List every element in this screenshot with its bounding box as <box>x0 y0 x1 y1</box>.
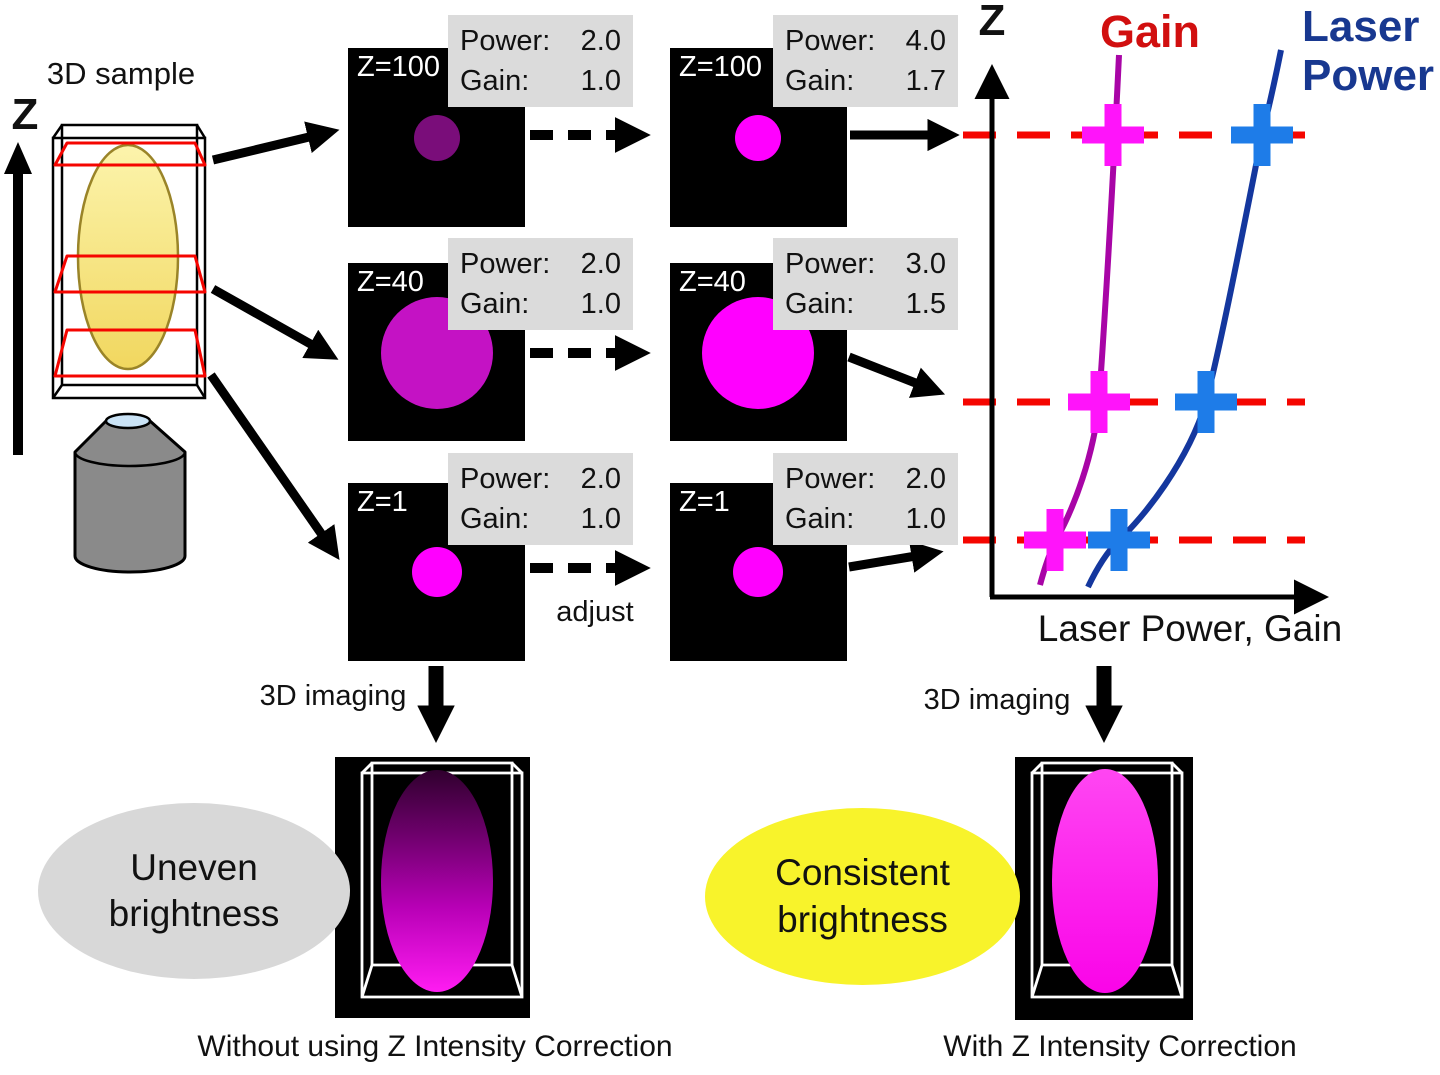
imaging-label-left: 3D imaging <box>259 680 407 712</box>
gain-value: 1.7 <box>905 65 946 97</box>
z-label-z1-after: Z=1 <box>679 486 730 518</box>
consistent-brightness-bubble: Consistent brightness <box>705 808 1020 985</box>
gain-label: Gain: <box>785 288 855 320</box>
graph-x-axis-label: Laser Power, Gain <box>1037 608 1343 649</box>
power-label: Power: <box>785 247 876 280</box>
consistent-specimen-ellipse <box>1052 769 1158 993</box>
caption-without-correction: Without using Z Intensity Correction <box>197 1030 673 1063</box>
power-label: Power: <box>460 462 551 495</box>
gain-value: 1.0 <box>580 65 621 97</box>
power-value: 2.0 <box>905 462 946 495</box>
params-z1-before: Power: 2.0 Gain: 1.0 <box>448 453 633 545</box>
gain-label: Gain: <box>460 288 530 320</box>
power-value: 3.0 <box>905 247 946 280</box>
z-label-z100-after: Z=100 <box>679 51 763 83</box>
params-z1-after: Power: 2.0 Gain: 1.0 <box>773 453 958 545</box>
sample-slice-planes <box>53 141 207 378</box>
power-label: Power: <box>460 24 551 57</box>
result-volume-uncorrected <box>335 757 530 1018</box>
gain-label: Gain: <box>785 503 855 535</box>
imaging-down-arrows <box>417 666 1123 743</box>
objective-lens-icon <box>73 412 187 574</box>
power-value: 2.0 <box>580 24 621 57</box>
image-to-graph-arrows <box>847 118 960 573</box>
graph-plot <box>963 49 1329 615</box>
uneven-brightness-bubble: Uneven brightness <box>38 803 350 979</box>
gain-value: 1.0 <box>580 288 621 320</box>
adjust-arrows-dashed <box>530 117 651 586</box>
gain-series-label: Gain <box>1099 6 1201 57</box>
power-label: Power: <box>785 24 876 57</box>
z-label-z100-before: Z=100 <box>357 51 441 83</box>
gain-label: Gain: <box>460 503 530 535</box>
gain-cross-markers <box>1024 104 1144 571</box>
adjust-label: adjust <box>556 596 634 628</box>
gain-label: Gain: <box>785 65 855 97</box>
params-z100-before: Power: 2.0 Gain: 1.0 <box>448 15 633 107</box>
caption-with-correction: With Z Intensity Correction <box>943 1030 1297 1063</box>
graph-axes <box>974 64 1329 615</box>
uneven-brightness-text: Uneven brightness <box>108 846 280 934</box>
gain-value: 1.5 <box>905 288 946 320</box>
power-label: Power: <box>785 462 876 495</box>
z-label-z1-before: Z=1 <box>357 486 408 518</box>
gain-value: 1.0 <box>580 503 621 535</box>
power-value: 2.0 <box>580 247 621 280</box>
params-z40-before: Power: 2.0 Gain: 1.0 <box>448 238 633 330</box>
sample-to-image-arrows <box>207 121 340 560</box>
gain-value: 1.0 <box>905 503 946 535</box>
power-label: Power: <box>460 247 551 280</box>
consistent-brightness-text: Consistent brightness <box>775 852 950 940</box>
power-value: 4.0 <box>905 24 946 57</box>
sample-box-3d <box>51 123 207 400</box>
result-volume-corrected <box>1015 757 1193 1020</box>
laser-power-series-label: Laser Power <box>1302 2 1435 101</box>
power-value: 2.0 <box>580 462 621 495</box>
graph-z-level-dashed-lines <box>963 131 1305 544</box>
gain-label: Gain: <box>460 65 530 97</box>
sample-z-axis-label: Z <box>11 90 39 139</box>
sample-z-axis-arrow <box>4 142 32 455</box>
graph-z-axis-label: Z <box>978 0 1006 45</box>
params-z100-after: Power: 4.0 Gain: 1.7 <box>773 15 958 107</box>
laser-cross-markers <box>1088 104 1293 571</box>
imaging-label-right: 3D imaging <box>923 684 1071 716</box>
uneven-specimen-ellipse <box>381 770 493 992</box>
params-z40-after: Power: 3.0 Gain: 1.5 <box>773 238 958 330</box>
sample-title: 3D sample <box>46 56 196 91</box>
z-label-z40-before: Z=40 <box>357 266 424 298</box>
z-label-z40-after: Z=40 <box>679 266 746 298</box>
